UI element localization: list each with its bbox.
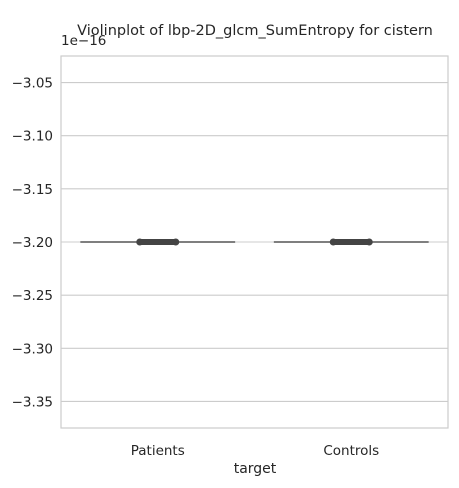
y-tick-label: −3.15: [12, 182, 53, 198]
y-tick-label: −3.30: [12, 341, 53, 357]
median-point-patients: [136, 238, 144, 246]
plot-area-frame: [60, 55, 449, 429]
y-tick-label: −3.25: [12, 288, 53, 304]
y-tick-label: −3.05: [12, 76, 53, 92]
y-axis-offset-label: 1e−16: [61, 33, 106, 49]
x-tick-labels: Patients Controls: [131, 443, 379, 459]
x-tick-label: Controls: [323, 443, 379, 459]
whisker-point-controls: [365, 238, 373, 246]
median-point-controls: [329, 238, 337, 246]
whisker-point-patients: [172, 238, 180, 246]
violin-marks: [80, 238, 429, 246]
chart-title: Violinplot of lbp-2D_glcm_SumEntropy for…: [77, 23, 433, 39]
x-tick-label: Patients: [131, 443, 185, 459]
y-tick-label: −3.35: [12, 394, 53, 410]
y-tick-label: −3.20: [12, 235, 53, 251]
y-tick-label: −3.10: [12, 129, 53, 145]
x-axis-label: target: [234, 461, 277, 477]
y-tick-labels: −3.05 −3.10 −3.15 −3.20 −3.25 −3.30 −3.35: [12, 76, 53, 411]
